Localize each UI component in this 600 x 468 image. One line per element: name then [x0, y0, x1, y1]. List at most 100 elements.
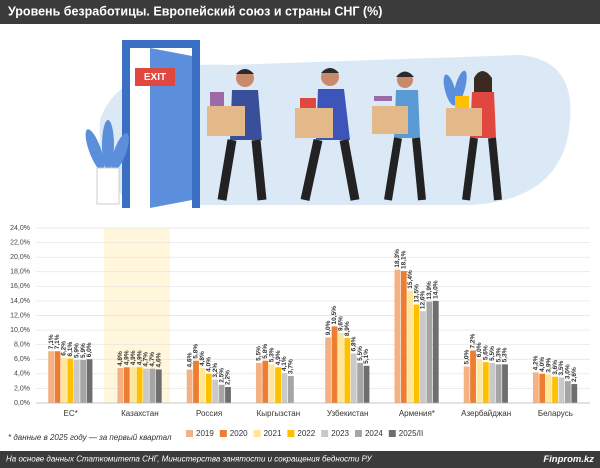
- bar: [426, 301, 433, 403]
- value-label: 6,0%: [476, 342, 483, 357]
- legend-label: 2021: [264, 429, 282, 438]
- value-label: 4,8%: [199, 351, 206, 366]
- legend-swatch: [321, 430, 329, 437]
- value-label: 4,9%: [130, 350, 137, 365]
- value-label: 9,6%: [338, 316, 345, 331]
- bar: [482, 362, 489, 403]
- bar: [545, 374, 552, 403]
- value-label: 4,8%: [117, 351, 124, 366]
- bar: [193, 360, 199, 403]
- footer-bar: [0, 451, 600, 468]
- value-label: 14,0%: [432, 280, 439, 299]
- y-tick-label: 8,0%: [14, 342, 30, 349]
- illustration: EXIT: [85, 40, 571, 208]
- bar: [268, 364, 275, 403]
- value-label: 4,7%: [143, 352, 150, 367]
- value-label: 2,2%: [225, 370, 232, 385]
- bar: [532, 372, 539, 403]
- value-label: 8,9%: [344, 321, 351, 336]
- value-label: 13,9%: [426, 281, 433, 300]
- value-label: 5,9%: [73, 343, 80, 358]
- x-tick-label: Кыргызстан: [257, 409, 301, 418]
- legend-label: 2019: [196, 429, 214, 438]
- chart-title: Уровень безработицы. Европейский союз и …: [8, 4, 382, 18]
- bar: [470, 350, 476, 403]
- value-label: 6,8%: [350, 336, 357, 351]
- bar: [149, 368, 156, 403]
- bar: [502, 364, 508, 403]
- y-tick-label: 22,0%: [10, 239, 30, 246]
- bar: [420, 311, 426, 403]
- value-label: 4,9%: [123, 350, 130, 365]
- value-label: 6,1%: [67, 341, 74, 356]
- bar: [86, 359, 93, 403]
- exit-sign: EXIT: [144, 72, 166, 83]
- value-label: 10,5%: [331, 306, 338, 325]
- header-bar: [0, 0, 600, 24]
- value-label: 2,5%: [218, 368, 225, 383]
- bar: [205, 373, 212, 403]
- value-label: 4,7%: [149, 352, 156, 367]
- bar: [571, 384, 578, 403]
- value-label: 3,9%: [545, 358, 552, 373]
- bar: [130, 367, 137, 403]
- bar: [262, 360, 269, 403]
- bar: [186, 369, 193, 403]
- value-label: 5,8%: [262, 344, 269, 359]
- legend-label: 2020: [230, 429, 248, 438]
- bar: [489, 362, 496, 403]
- value-label: 5,5%: [489, 346, 496, 361]
- brand: Finprom.kz: [543, 454, 594, 465]
- value-label: 3,5%: [558, 360, 565, 375]
- value-label: 13,5%: [413, 284, 420, 303]
- bar: [281, 373, 288, 403]
- y-tick-label: 14,0%: [10, 298, 30, 305]
- legend-swatch: [388, 430, 396, 437]
- value-label: 3,2%: [212, 363, 219, 378]
- value-label: 15,4%: [407, 270, 414, 289]
- value-label: 5,1%: [363, 349, 370, 364]
- value-label: 7,1%: [48, 334, 55, 349]
- bar: [212, 379, 219, 403]
- bar: [407, 290, 414, 403]
- bar: [476, 359, 483, 403]
- value-label: 7,1%: [54, 334, 61, 349]
- value-label: 18,3%: [394, 249, 401, 268]
- value-label: 2,6%: [571, 367, 578, 382]
- bar: [400, 271, 407, 403]
- x-tick-label: Беларусь: [538, 409, 573, 418]
- y-tick-label: 18,0%: [10, 269, 30, 276]
- value-label: 9,0%: [325, 320, 332, 335]
- value-label: 3,0%: [565, 364, 572, 379]
- bar: [61, 357, 67, 403]
- bar: [432, 300, 439, 403]
- y-tick-label: 10,0%: [10, 327, 30, 334]
- value-label: 6,2%: [61, 341, 68, 356]
- y-tick-label: 2,0%: [14, 385, 30, 392]
- bar: [552, 376, 558, 403]
- y-tick-label: 0,0%: [14, 400, 30, 407]
- y-tick-label: 6,0%: [14, 356, 30, 363]
- legend-label: 2022: [297, 429, 315, 438]
- bar: [558, 377, 565, 403]
- x-tick-label: Россия: [196, 409, 222, 418]
- value-label: 4,6%: [155, 352, 162, 367]
- bar: [564, 381, 571, 403]
- legend-swatch: [253, 430, 261, 437]
- x-tick-label: Казахстан: [121, 409, 159, 418]
- bar: [136, 367, 143, 403]
- x-tick-label: Узбекистан: [327, 409, 369, 418]
- bar: [287, 376, 294, 403]
- bar: [338, 333, 344, 403]
- legend-swatch: [354, 430, 362, 437]
- bar: [325, 337, 332, 403]
- legend-label: 2023: [331, 429, 349, 438]
- legend-label: 2025/II: [399, 429, 423, 438]
- value-label: 4,0%: [539, 357, 546, 372]
- legend-swatch: [186, 430, 193, 437]
- bar: [275, 367, 281, 403]
- value-label: 4,6%: [186, 352, 193, 367]
- value-label: 5,8%: [193, 344, 200, 359]
- value-label: 5,5%: [357, 346, 364, 361]
